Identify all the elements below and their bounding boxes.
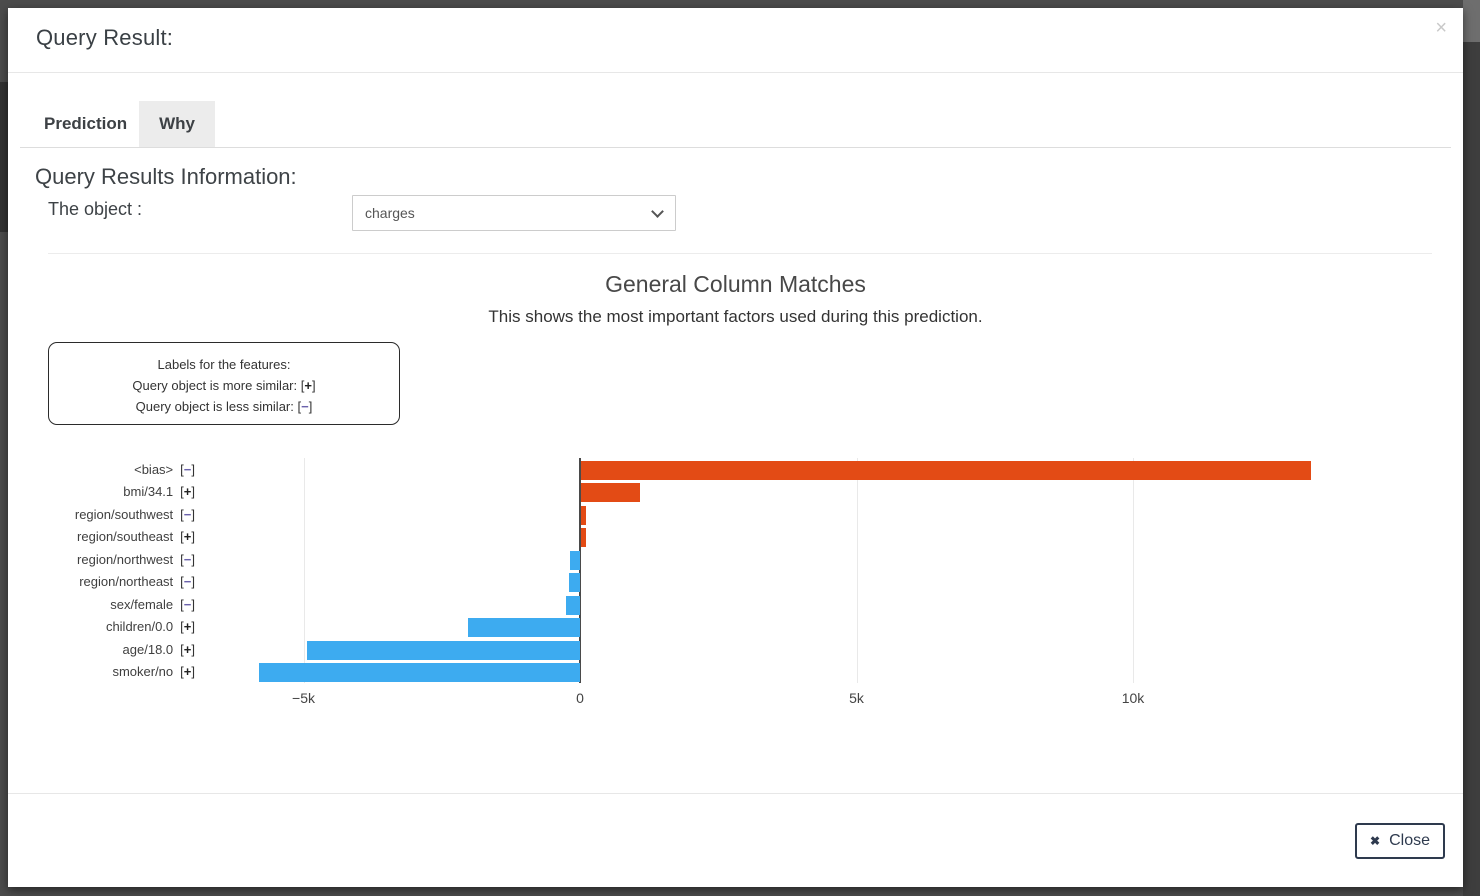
bar[interactable]	[581, 505, 586, 525]
minus-icon: −	[183, 596, 192, 612]
backdrop-right-strip-top	[1463, 0, 1480, 42]
y-axis-label: age/18.0 [+]	[122, 641, 195, 657]
y-axis-label: smoker/no [+]	[112, 664, 195, 680]
y-axis-label: region/northeast [−]	[79, 574, 195, 590]
y-axis-label: sex/female [−]	[110, 596, 195, 612]
x-tick-label: 10k	[1121, 690, 1145, 706]
y-axis-label: region/northwest [−]	[77, 551, 195, 567]
plus-icon: +	[183, 529, 192, 545]
plus-icon: +	[304, 378, 312, 393]
close-x-icon: ✖	[1370, 834, 1381, 848]
object-select-wrap: charges	[352, 195, 676, 231]
footer-divider	[8, 793, 1463, 794]
object-select[interactable]: charges	[352, 195, 676, 231]
section-divider	[48, 253, 1432, 254]
tab-why[interactable]: Why	[139, 101, 216, 147]
y-axis-label: children/0.0 [+]	[105, 619, 195, 635]
minus-icon: −	[183, 551, 192, 567]
gridline	[303, 458, 305, 683]
modal-header: Query Result: ×	[8, 8, 1463, 73]
chart-title: General Column Matches	[605, 271, 866, 297]
modal-title: Query Result:	[36, 25, 174, 50]
plus-icon: +	[183, 619, 192, 635]
gridline	[856, 458, 858, 683]
y-axis-label: region/southeast [+]	[77, 529, 195, 545]
plus-icon: +	[183, 664, 192, 680]
minus-icon: −	[183, 574, 192, 590]
bar[interactable]	[568, 573, 580, 593]
x-tick-label: 0	[576, 690, 584, 706]
bar[interactable]	[570, 550, 580, 570]
bar[interactable]	[581, 483, 641, 503]
minus-icon: −	[183, 506, 192, 522]
x-tick-label: −5k	[292, 690, 315, 706]
close-button[interactable]: ✖ Close	[1355, 823, 1445, 859]
backdrop-page-edge	[0, 82, 8, 232]
bar[interactable]	[566, 595, 580, 615]
backdrop-right-strip	[1463, 0, 1480, 896]
object-label: The object :	[48, 199, 143, 219]
minus-icon: −	[183, 462, 192, 477]
y-axis-label: region/southwest [−]	[74, 506, 195, 522]
legend-title: Labels for the features:	[157, 357, 291, 372]
y-axis-label: bmi/34.1 [+]	[123, 484, 195, 500]
bar[interactable]	[581, 461, 1311, 480]
close-icon[interactable]: ×	[1435, 17, 1447, 39]
x-tick-label: 5k	[849, 690, 864, 706]
legend-box: Labels for the features: Query object is…	[48, 342, 400, 425]
chart-subtitle: This shows the most important factors us…	[488, 307, 983, 326]
close-button-label: Close	[1389, 832, 1430, 849]
y-axis-label: <bias> [−]	[134, 462, 195, 477]
section-heading: Query Results Information:	[35, 164, 297, 189]
plus-icon: +	[183, 641, 192, 657]
bar[interactable]	[467, 618, 580, 638]
tab-prediction[interactable]: Prediction	[44, 114, 128, 133]
tab-bar: Prediction Why	[20, 101, 1451, 148]
plus-icon: +	[183, 484, 192, 500]
bar[interactable]	[581, 528, 586, 548]
bar[interactable]	[259, 663, 580, 683]
gridline	[1133, 458, 1134, 683]
legend-more-similar: Query object is more similar: [+]	[132, 378, 316, 393]
bar[interactable]	[307, 640, 580, 660]
legend-less-similar: Query object is less similar: [−]	[135, 399, 313, 414]
minus-icon: −	[301, 399, 309, 414]
query-result-modal: Query Result: × Prediction Why Query Res…	[8, 8, 1463, 887]
